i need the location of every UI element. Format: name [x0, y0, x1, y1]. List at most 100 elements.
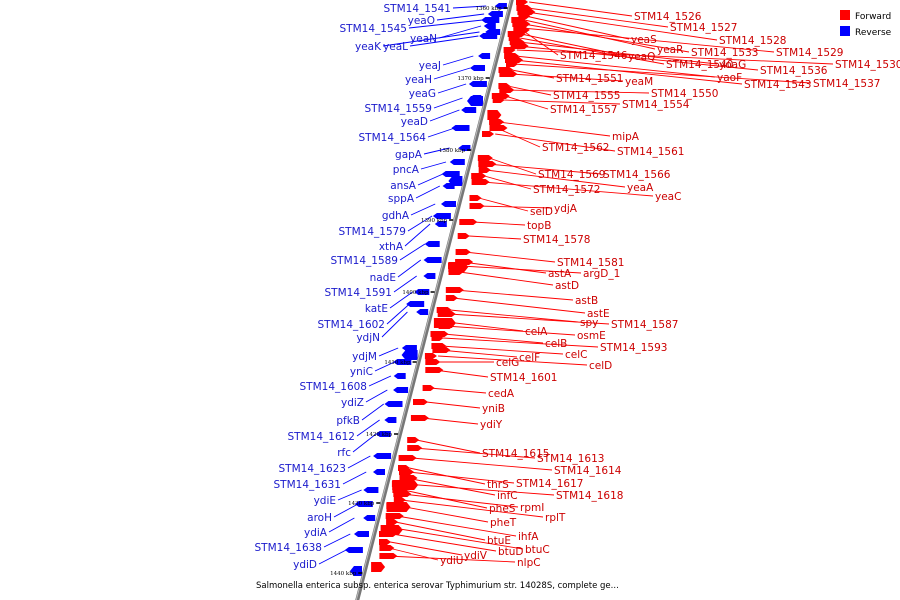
forward-gene-ydiv — [379, 539, 391, 545]
reverse-gene-ansa — [441, 171, 460, 177]
reverse-leader-yead — [429, 109, 460, 122]
forward-leader-asta — [462, 261, 547, 274]
reverse-gene-label: ydiA — [304, 527, 328, 539]
forward-gene-label: STM14_1617 — [516, 478, 583, 490]
reverse-gene-yean — [483, 23, 496, 29]
forward-leader-rplt — [400, 499, 544, 518]
forward-leader-yeaa — [485, 169, 626, 188]
forward-leader-stm14-1530 — [516, 49, 834, 65]
reverse-gene-yeag — [468, 81, 487, 87]
reverse-gene-label: gdhA — [382, 210, 410, 222]
reverse-gene-label: STM14_1608 — [300, 381, 367, 393]
reverse-gene-pnca — [449, 159, 465, 165]
forward-leader-stm14-1543 — [514, 59, 743, 85]
forward-gene-ydja — [469, 203, 485, 209]
forward-leader-btuc — [393, 527, 524, 550]
forward-leader-stm14-1601 — [434, 369, 489, 378]
reverse-leader-yeal — [409, 35, 479, 47]
reverse-gene-stm14-1638 — [354, 531, 369, 537]
forward-gene-label: yeaS — [631, 34, 657, 46]
reverse-gene-label: yeaD — [401, 116, 428, 128]
forward-leader-yeac — [482, 181, 654, 197]
reverse-leader-ydia — [328, 517, 355, 533]
reverse-gene-stm14-1589 — [424, 241, 440, 247]
forward-leader-ydja — [476, 205, 553, 209]
map-caption: Salmonella enterica subsp. enterica sero… — [256, 581, 619, 591]
forward-gene-label: ydiY — [480, 419, 503, 431]
forward-gene-label: celG — [496, 357, 519, 369]
reverse-gene-label: yeaG — [409, 88, 436, 100]
reverse-gene-label: STM14_1559 — [365, 103, 432, 115]
forward-gene-label: celC — [565, 349, 587, 361]
gene-arrows — [344, 0, 536, 576]
forward-leader-yeas — [525, 15, 630, 40]
kbp-tick-label: 1400 kbp — [402, 290, 429, 296]
forward-gene-stm14-1601 — [425, 367, 444, 373]
reverse-gene-gdha — [441, 201, 456, 207]
reverse-gene-ydie — [363, 487, 379, 493]
forward-gene-block-0 — [487, 110, 502, 120]
reverse-gene-stm14-1564 — [451, 125, 470, 131]
forward-gene-label: yniB — [482, 403, 505, 415]
reverse-gene-stm14-1579 — [432, 213, 451, 219]
forward-leader-ydiy — [422, 417, 479, 425]
reverse-gene-yeaj — [478, 53, 491, 59]
reverse-gene-pfkb — [384, 401, 403, 407]
reverse-gene-aroh — [354, 501, 373, 507]
forward-gene-label: selD — [530, 206, 553, 218]
forward-gene-stm14-1613 — [407, 445, 423, 451]
reverse-gene-label: nadE — [370, 272, 396, 284]
reverse-gene-label: gapA — [395, 149, 423, 161]
label-leader-lines — [318, 1, 834, 565]
forward-gene-label: STM14_1569 — [538, 169, 605, 181]
forward-leader-seld — [478, 197, 529, 212]
reverse-gene-label: STM14_1589 — [331, 255, 398, 267]
forward-gene-label: btuD — [498, 546, 524, 558]
forward-gene-stm14-1614 — [398, 455, 417, 461]
reverse-gene-label: rfc — [337, 447, 351, 459]
forward-gene-label: STM14_1601 — [490, 372, 557, 384]
forward-gene-label: STM14_1578 — [523, 234, 590, 246]
reverse-leader-ydjm — [378, 347, 399, 357]
forward-gene-label: STM14_1540 — [666, 59, 733, 71]
forward-gene-label: astA — [548, 268, 572, 280]
reverse-gene-label: yeaK — [355, 41, 382, 53]
forward-gene-label: topB — [527, 220, 551, 232]
reverse-leader-stm14-1579 — [407, 215, 433, 232]
forward-gene-stm14-1587 — [437, 311, 456, 317]
forward-leader-stm14-1617 — [408, 471, 515, 484]
forward-gene-label: celA — [525, 326, 548, 338]
reverse-gene-yeao — [487, 11, 503, 17]
forward-gene-label: astD — [555, 280, 579, 292]
forward-gene-label: pheT — [490, 517, 517, 529]
forward-gene-astb — [445, 287, 464, 293]
reverse-gene-label: STM14_1623 — [279, 463, 346, 475]
forward-gene-yeaa — [478, 167, 491, 173]
reverse-leader-sppa — [415, 185, 441, 199]
forward-gene-label: STM14_1537 — [813, 78, 880, 90]
forward-leader-stm14-1536 — [517, 45, 759, 71]
forward-gene-label: ihfA — [518, 531, 539, 543]
reverse-leader-yeao — [436, 13, 485, 21]
forward-gene-label: STM14_1533 — [691, 47, 758, 59]
reverse-gene-label: yeaO — [408, 15, 435, 27]
forward-leader-stm14-1546 — [521, 29, 559, 56]
forward-gene-stm14-1550 — [499, 87, 515, 93]
forward-gene-label: STM14_1536 — [760, 65, 828, 77]
reverse-gene-stm14-1602 — [406, 301, 425, 307]
reverse-leader-ansa — [417, 173, 444, 186]
forward-gene-label: spy — [580, 317, 598, 329]
forward-gene-rpmi — [393, 491, 412, 497]
forward-leader-ihfa — [396, 515, 517, 537]
forward-leader-btue — [395, 521, 486, 541]
forward-gene-stm14-1572 — [471, 173, 487, 179]
reverse-gene-stm14-1623 — [373, 453, 392, 459]
forward-gene-aste — [445, 295, 458, 301]
reverse-leader-stm14-1591 — [393, 275, 417, 293]
forward-leader-stm14-1615 — [416, 439, 481, 454]
forward-leader-yeam — [510, 73, 624, 82]
forward-gene-label: yeaR — [657, 44, 683, 56]
forward-gene-label: ydiU — [440, 555, 463, 567]
reverse-gene-label: yeaJ — [419, 60, 441, 72]
